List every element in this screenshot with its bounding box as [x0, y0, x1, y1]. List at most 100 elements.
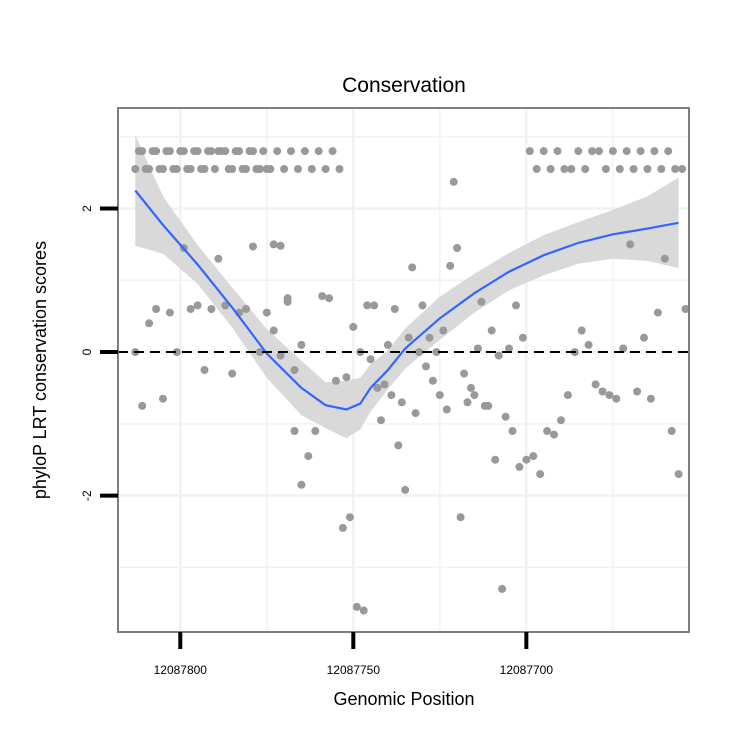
data-point: [172, 348, 181, 357]
data-point: [415, 348, 424, 357]
data-point: [633, 387, 642, 396]
data-point: [674, 470, 683, 479]
y-tick-label: 2: [80, 205, 94, 212]
data-point: [276, 351, 285, 360]
data-point: [418, 301, 427, 310]
data-point: [532, 165, 541, 173]
data-point: [646, 394, 655, 403]
data-point: [449, 177, 458, 186]
data-point: [470, 391, 479, 400]
data-point: [543, 427, 552, 435]
data-point: [477, 297, 486, 306]
smooth-line-group: [134, 189, 679, 411]
data-point: [366, 355, 375, 364]
data-point: [159, 394, 167, 403]
data-point: [598, 387, 607, 396]
data-point: [238, 165, 247, 173]
data-point: [186, 305, 195, 313]
data-point: [508, 427, 517, 435]
data-point: [190, 147, 199, 156]
data-point: [591, 380, 600, 389]
data-point: [678, 165, 687, 173]
data-point: [280, 165, 289, 173]
data-point: [383, 340, 392, 349]
smooth-line: [134, 189, 679, 411]
data-point: [446, 261, 455, 270]
data-point: [165, 308, 174, 317]
data-point: [529, 452, 538, 461]
y-axis: 2 0 -2: [80, 205, 118, 501]
data-point: [294, 165, 302, 173]
data-point: [560, 165, 569, 173]
data-point: [404, 333, 413, 342]
data-point: [155, 165, 164, 173]
data-point: [487, 326, 496, 335]
data-point: [266, 165, 275, 173]
data-point: [550, 430, 558, 439]
data-point: [197, 165, 206, 173]
data-point: [636, 147, 645, 156]
data-point: [290, 427, 299, 435]
data-point: [515, 462, 524, 471]
data-point: [498, 584, 507, 593]
data-point: [338, 523, 347, 532]
data-point: [276, 241, 285, 250]
data-point: [221, 301, 230, 310]
data-point: [380, 380, 389, 389]
data-point: [370, 301, 379, 310]
data-point: [224, 165, 233, 173]
data-point: [352, 602, 361, 611]
data-point: [629, 165, 638, 173]
x-axis: 12087800 12087750 12087700: [154, 632, 553, 677]
data-point: [359, 606, 368, 615]
data-point: [373, 383, 382, 392]
data-point: [480, 401, 489, 410]
x-tick-label: 12087800: [154, 663, 208, 677]
data-point: [622, 147, 631, 156]
data-point: [442, 405, 451, 414]
grid-lines: [118, 108, 689, 632]
data-point: [557, 416, 565, 425]
data-point: [131, 165, 140, 173]
data-point: [390, 305, 399, 313]
data-point: [422, 362, 430, 371]
data-point: [249, 242, 257, 251]
data-point: [467, 383, 475, 392]
data-point: [653, 308, 662, 317]
data-point: [588, 147, 597, 156]
data-point: [456, 513, 465, 522]
data-point: [183, 165, 192, 173]
data-point: [148, 147, 157, 156]
data-point: [567, 165, 576, 173]
data-point: [176, 147, 185, 156]
data-point: [349, 322, 358, 331]
data-point: [397, 398, 406, 407]
data-point: [439, 326, 448, 335]
data-point: [425, 333, 434, 342]
data-points: [131, 147, 690, 615]
data-point: [287, 147, 295, 156]
data-point: [463, 398, 472, 407]
confidence-ribbon-group: [135, 135, 679, 439]
data-point: [311, 427, 320, 435]
data-point: [269, 326, 278, 335]
data-point: [577, 326, 586, 335]
data-point: [335, 165, 344, 173]
data-point: [345, 513, 354, 522]
data-point: [204, 147, 212, 156]
data-point: [584, 340, 593, 349]
data-point: [612, 394, 621, 403]
data-point: [283, 297, 292, 306]
data-point: [297, 480, 306, 489]
data-point: [342, 373, 351, 382]
data-point: [297, 340, 306, 349]
data-point: [259, 147, 268, 156]
data-point: [491, 455, 500, 464]
data-point: [377, 416, 385, 425]
data-point: [145, 319, 154, 328]
y-axis-label: phyloP LRT conservation scores: [30, 241, 50, 499]
data-point: [152, 305, 161, 313]
data-point: [595, 147, 603, 156]
data-point: [290, 366, 299, 374]
data-point: [522, 455, 531, 464]
